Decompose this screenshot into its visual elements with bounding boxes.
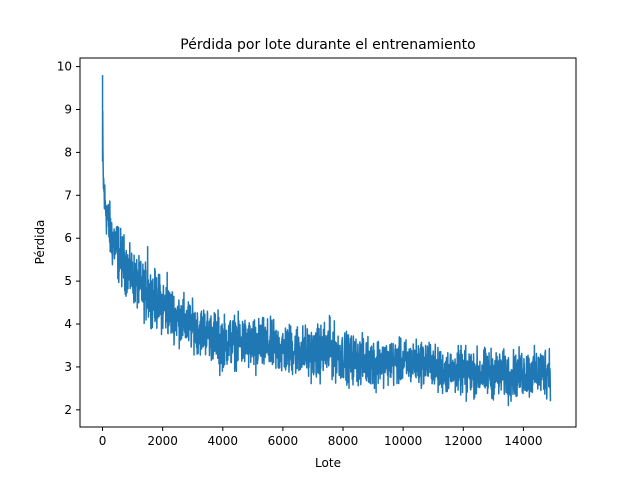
y-axis-ticks: 2 3 4 5 6 7 8 9 10 bbox=[57, 60, 80, 417]
x-tick-label: 4000 bbox=[208, 434, 239, 448]
chart-title: Pérdida por lote durante el entrenamient… bbox=[180, 37, 475, 53]
y-tick-label: 4 bbox=[64, 317, 72, 331]
y-tick-label: 6 bbox=[64, 231, 72, 245]
y-tick-label: 3 bbox=[64, 360, 72, 374]
y-tick-label: 2 bbox=[64, 403, 72, 417]
x-tick-label: 14000 bbox=[504, 434, 542, 448]
x-tick-label: 2000 bbox=[147, 434, 178, 448]
y-tick-label: 10 bbox=[57, 60, 72, 74]
x-tick-label: 6000 bbox=[268, 434, 299, 448]
x-tick-label: 12000 bbox=[444, 434, 482, 448]
y-tick-label: 8 bbox=[64, 145, 72, 159]
y-tick-label: 5 bbox=[64, 274, 72, 288]
plot-frame bbox=[79, 57, 577, 428]
x-axis-label: Lote bbox=[315, 456, 341, 470]
loss-series-line bbox=[101, 75, 552, 407]
series-layer bbox=[101, 75, 552, 407]
x-axis-ticks: 0 2000 4000 6000 8000 10000 12000 14000 bbox=[99, 427, 542, 448]
y-axis-label: Pérdida bbox=[33, 220, 47, 265]
x-tick-label: 10000 bbox=[384, 434, 422, 448]
x-tick-label: 0 bbox=[99, 434, 107, 448]
x-tick-label: 8000 bbox=[328, 434, 359, 448]
y-tick-label: 7 bbox=[64, 188, 72, 202]
y-tick-label: 9 bbox=[64, 102, 72, 116]
